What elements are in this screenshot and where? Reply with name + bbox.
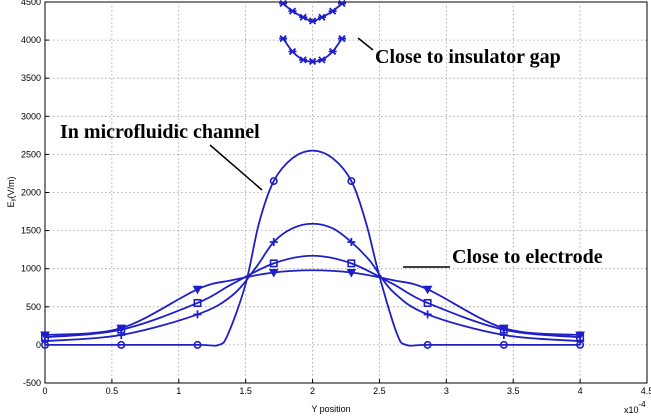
- y-tick-label: 3500: [21, 73, 41, 83]
- grid: [45, 2, 647, 383]
- data-point-circle: [117, 340, 126, 349]
- series-group: [40, 0, 585, 349]
- x-tick-label: 1: [176, 386, 181, 396]
- data-point-asterisk: [337, 0, 346, 8]
- y-axis-label: Eᵧ(V/m): [6, 177, 16, 208]
- data-point-asterisk: [317, 56, 326, 64]
- y-tick-label: 1500: [21, 226, 41, 236]
- y-tick-label: 1000: [21, 264, 41, 274]
- axis-ticks: 0 0.5 1 1.5 2 2.5 3 3.5 4 4.5-5000500100015002000…: [21, 0, 651, 396]
- series-line: [44, 222, 581, 342]
- series-circle-0: [40, 149, 585, 349]
- y-tick-label: 0: [36, 340, 41, 350]
- data-point-triangle: [116, 324, 127, 334]
- data-point-asterisk: [308, 17, 317, 25]
- data-point-triangle: [346, 269, 357, 278]
- data-point-plus: [347, 238, 356, 247]
- data-point-square: [269, 259, 278, 268]
- data-point-square: [193, 298, 202, 307]
- data-point-asterisk: [288, 7, 297, 15]
- data-point-asterisk: [299, 13, 308, 21]
- data-point-square: [423, 298, 432, 307]
- y-tick-label: 3000: [21, 111, 41, 121]
- annotation-insulator-gap: Close to insulator gap: [375, 46, 561, 68]
- y-tick-label: 4000: [21, 35, 41, 45]
- series-triangle-3: [40, 269, 585, 341]
- data-point-plus: [423, 310, 432, 319]
- x-axis-label: Y position: [311, 404, 350, 414]
- x-tick-label: 4.5: [641, 386, 651, 396]
- leader-line-microfluidic-channel: [209, 144, 263, 191]
- data-point-asterisk: [328, 7, 337, 15]
- data-point-asterisk: [299, 56, 308, 64]
- y-tick-label: 4500: [21, 0, 41, 7]
- leader-line-insulator-gap: [357, 37, 374, 51]
- y-tick-label: 2000: [21, 188, 41, 198]
- data-point-triangle: [422, 285, 433, 295]
- series-asterisk-5: [279, 0, 346, 25]
- annotation-microfluidic-channel: In microfluidic channel: [60, 121, 260, 143]
- data-point-asterisk: [337, 34, 346, 43]
- x-tick-label: 4: [578, 386, 583, 396]
- x-tick-label: 3.5: [507, 386, 520, 396]
- data-point-asterisk: [279, 34, 288, 43]
- x-tick-label: 3: [444, 386, 449, 396]
- data-point-triangle: [575, 331, 585, 341]
- x-tick-label: 0.5: [106, 386, 119, 396]
- data-point-triangle: [40, 331, 50, 341]
- data-point-plus: [269, 238, 278, 247]
- series-line: [45, 149, 581, 347]
- x-multiplier: x10-4: [624, 400, 646, 415]
- annotations: [209, 37, 450, 268]
- data-point-asterisk: [317, 13, 326, 21]
- data-point-circle: [347, 177, 356, 186]
- annotation-electrode: Close to electrode: [452, 246, 603, 268]
- data-point-asterisk: [308, 57, 317, 66]
- x-tick-label: 1.5: [239, 386, 252, 396]
- x-tick-label: 2.5: [373, 386, 386, 396]
- series-line: [44, 254, 581, 339]
- data-point-triangle: [268, 269, 279, 278]
- data-point-asterisk: [288, 47, 297, 56]
- data-point-triangle: [192, 285, 203, 295]
- y-tick-label: -500: [23, 378, 41, 388]
- data-point-asterisk: [279, 0, 288, 8]
- data-point-circle: [423, 340, 432, 349]
- y-tick-label: 500: [26, 302, 41, 312]
- data-point-square: [347, 259, 356, 268]
- y-tick-label: 2500: [21, 149, 41, 159]
- data-point-plus: [193, 310, 202, 319]
- data-point-asterisk: [328, 47, 337, 56]
- series-line: [44, 269, 581, 336]
- data-point-circle: [269, 177, 278, 186]
- x-tick-label: 2: [310, 386, 315, 396]
- data-point-triangle: [498, 324, 509, 334]
- x-tick-label: 0: [42, 386, 47, 396]
- series-asterisk-4: [279, 34, 346, 66]
- data-point-circle: [499, 340, 508, 349]
- data-point-circle: [193, 340, 202, 349]
